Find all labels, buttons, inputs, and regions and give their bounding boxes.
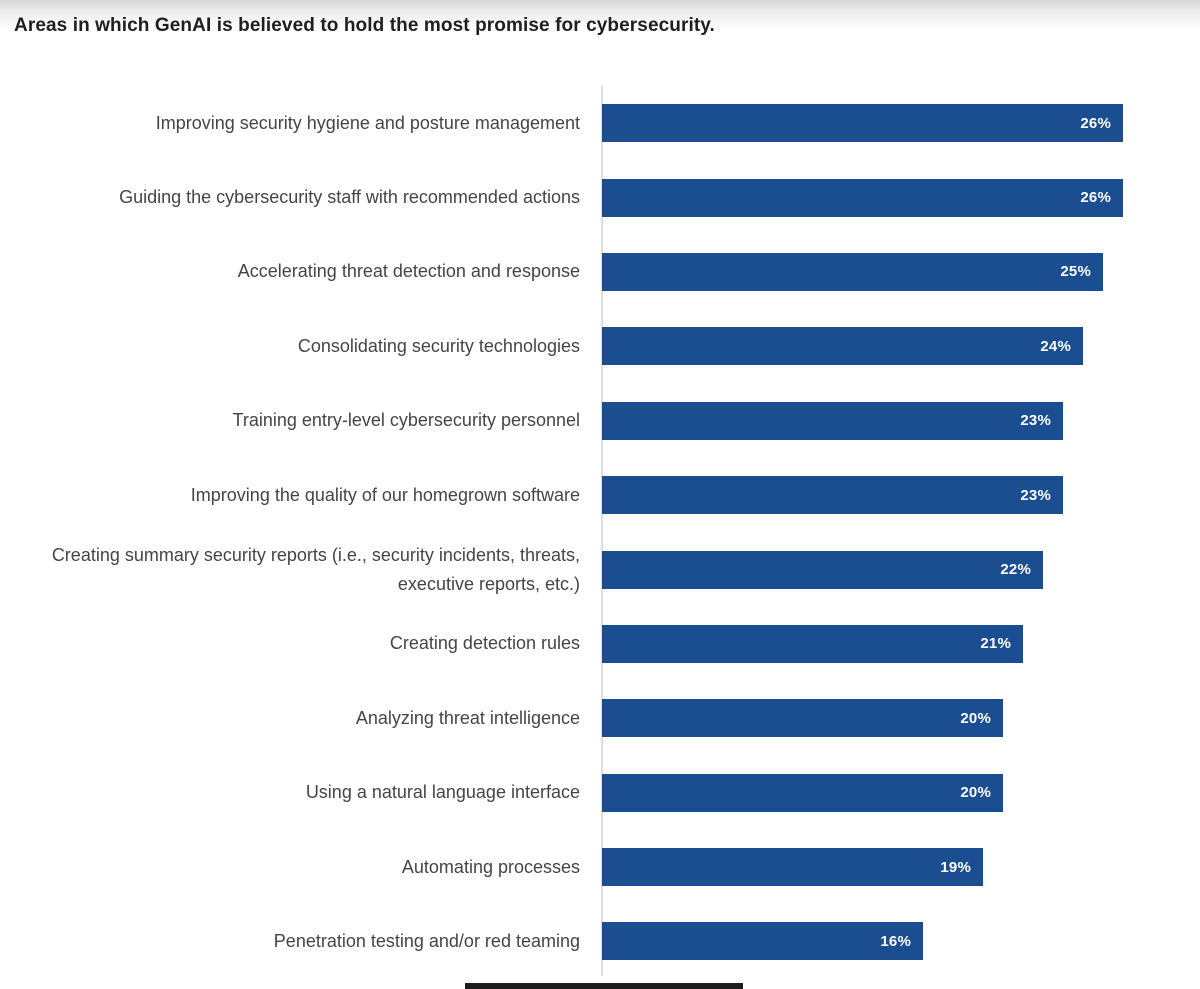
category-label-cell: Using a natural language interface (0, 778, 602, 807)
chart-row: Analyzing threat intelligence 20% (0, 681, 1200, 755)
category-label: Improving security hygiene and posture m… (155, 112, 580, 133)
bar-value-label: 26% (1080, 189, 1111, 207)
bar-value-label: 26% (1080, 114, 1111, 132)
chart-row: Improving the quality of our homegrown s… (0, 458, 1200, 532)
bar: 25% (602, 252, 1103, 291)
chart-row: Training entry-level cybersecurity perso… (0, 384, 1200, 458)
chart-row: Improving security hygiene and posture m… (0, 86, 1200, 160)
chart-row: Automating processes 19% (0, 830, 1200, 904)
bar-cell: 16% (602, 922, 1200, 961)
bar-cell: 20% (602, 773, 1200, 812)
chart-row: Consolidating security technologies 24% (0, 309, 1200, 383)
bar: 23% (602, 401, 1063, 440)
category-label: Consolidating security technologies (297, 335, 580, 356)
category-label-cell: Guiding the cybersecurity staff with rec… (0, 183, 602, 212)
bar-cell: 26% (602, 178, 1200, 217)
bar-cell: 23% (602, 401, 1200, 440)
bar: 26% (602, 178, 1123, 217)
chart-row: Using a natural language interface 20% (0, 756, 1200, 830)
bar: 22% (602, 550, 1043, 589)
category-label-cell: Penetration testing and/or red teaming (0, 927, 602, 956)
bar-cell: 20% (602, 699, 1200, 738)
y-axis-line (601, 86, 603, 976)
bar-cell: 22% (602, 550, 1200, 589)
category-label-cell: Accelerating threat detection and respon… (0, 257, 602, 286)
bar: 21% (602, 624, 1023, 663)
category-label: Penetration testing and/or red teaming (273, 930, 580, 951)
bar-chart: Improving security hygiene and posture m… (0, 86, 1200, 979)
bar: 23% (602, 476, 1063, 515)
bar: 19% (602, 848, 983, 887)
bar-value-label: 23% (1020, 412, 1051, 430)
bar-cell: 26% (602, 104, 1200, 143)
bar-cell: 24% (602, 327, 1200, 366)
category-label: Creating detection rules (389, 633, 580, 654)
bar-value-label: 24% (1040, 337, 1071, 355)
category-label: Guiding the cybersecurity staff with rec… (119, 187, 580, 208)
category-label-cell: Consolidating security technologies (0, 332, 602, 361)
category-label: Using a natural language interface (305, 782, 580, 803)
bar-cell: 21% (602, 624, 1200, 663)
chart-row: Creating detection rules 21% (0, 607, 1200, 681)
category-label: Training entry-level cybersecurity perso… (232, 410, 580, 431)
bar-value-label: 20% (960, 784, 991, 802)
chart-row: Accelerating threat detection and respon… (0, 235, 1200, 309)
bar-cell: 23% (602, 476, 1200, 515)
category-label: Accelerating threat detection and respon… (237, 261, 580, 282)
bar: 20% (602, 699, 1003, 738)
bottom-partial-element (465, 983, 743, 989)
bar-value-label: 20% (960, 709, 991, 727)
bar-value-label: 23% (1020, 486, 1051, 504)
category-label: Improving the quality of our homegrown s… (190, 484, 580, 505)
category-label-cell: Improving security hygiene and posture m… (0, 109, 602, 138)
chart-title: Areas in which GenAI is believed to hold… (14, 15, 715, 36)
category-label-cell: Training entry-level cybersecurity perso… (0, 406, 602, 435)
bar-cell: 25% (602, 252, 1200, 291)
bar: 16% (602, 922, 923, 961)
bar-value-label: 25% (1060, 263, 1091, 281)
chart-row: Guiding the cybersecurity staff with rec… (0, 160, 1200, 234)
bar-cell: 19% (602, 848, 1200, 887)
bar-value-label: 22% (1000, 561, 1031, 579)
chart-row: Creating summary security reports (i.e.,… (0, 532, 1200, 606)
bar-value-label: 21% (980, 635, 1011, 653)
category-label-cell: Automating processes (0, 853, 602, 882)
category-label: Analyzing threat intelligence (355, 707, 580, 728)
category-label-cell: Analyzing threat intelligence (0, 704, 602, 733)
category-label-cell: Improving the quality of our homegrown s… (0, 481, 602, 510)
category-label-cell: Creating summary security reports (i.e.,… (0, 541, 602, 599)
bar-value-label: 19% (940, 858, 971, 876)
bar-value-label: 16% (880, 932, 911, 950)
category-label: Creating summary security reports (i.e.,… (51, 544, 580, 594)
bar: 20% (602, 773, 1003, 812)
chart-row: Penetration testing and/or red teaming 16… (0, 904, 1200, 978)
bar: 26% (602, 104, 1123, 143)
bar: 24% (602, 327, 1083, 366)
category-label-cell: Creating detection rules (0, 629, 602, 658)
category-label: Automating processes (401, 856, 580, 877)
